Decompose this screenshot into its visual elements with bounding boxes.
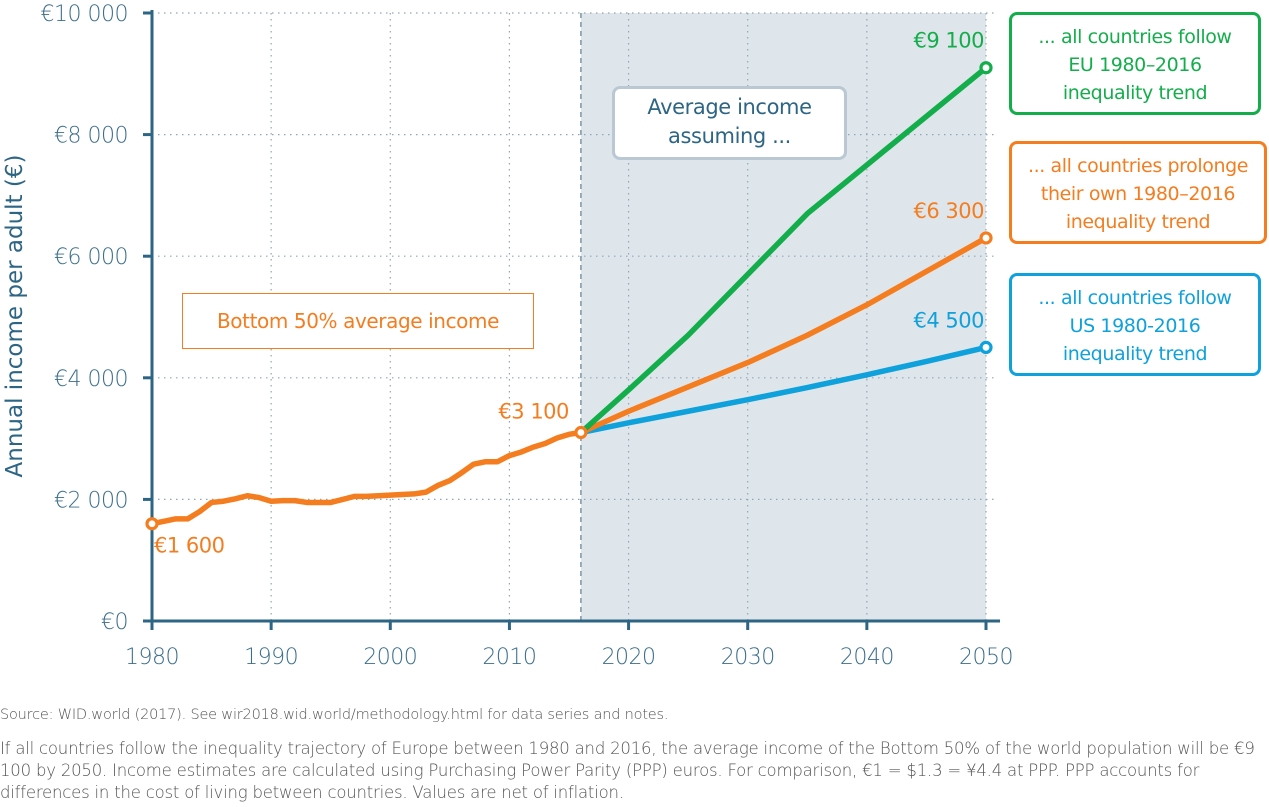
legend-own-trend: ... all countries prolonge their own 198… [1009, 141, 1267, 244]
x-tick-label: 2020 [602, 645, 656, 670]
y-tick-label: €6 000 [54, 245, 128, 270]
series-layer [149, 64, 989, 527]
legend-own-line-3: inequality trend [1065, 211, 1211, 233]
x-tick-label: 1980 [125, 645, 179, 670]
projection-label-box: Average income assuming ... [612, 86, 847, 160]
source-note: Source: WID.world (2017). See wir2018.wi… [0, 707, 669, 723]
legend-us-line-2: US 1980-2016 [1069, 315, 1201, 337]
caption-note: If all countries follow the inequality t… [0, 739, 1255, 802]
x-tick-label: 2050 [959, 645, 1013, 670]
x-tick-label: 1990 [244, 645, 298, 670]
value-annotation: €6 300 [914, 199, 984, 223]
value-annotation: €1 600 [154, 534, 224, 558]
marker-layer [145, 61, 993, 531]
x-tick-label: 2000 [363, 645, 417, 670]
y-tick-label: €10 000 [41, 2, 128, 27]
bottom-50-series-label: Bottom 50% average income [182, 293, 534, 349]
legend-own-line-2: their own 1980–2016 [1040, 183, 1236, 205]
legend-own-line-1: ... all countries prolonge [1027, 155, 1249, 177]
projection-label-line-1: Average income [647, 95, 812, 119]
axes: €0 €2 000 €4 000 €6 000 €8 000 €10 000 1980 199… [41, 2, 1014, 670]
x-tick-label: 2040 [840, 645, 894, 670]
series-line-1 [578, 64, 989, 436]
projection-label-line-2: assuming ... [668, 124, 791, 148]
series-line-2 [578, 235, 989, 436]
value-annotation: €9 100 [914, 29, 984, 53]
data-point-marker [979, 340, 993, 354]
data-point-marker [574, 425, 588, 440]
data-point-marker [979, 61, 993, 75]
y-tick-label: €0 [101, 610, 128, 635]
y-tick-label: €8 000 [54, 124, 128, 149]
legend-us-line-3: inequality trend [1062, 343, 1208, 365]
series-line-0 [149, 429, 584, 527]
legend-us-trend: ... all countries follow US 1980-2016 in… [1009, 273, 1261, 376]
value-annotation: €4 500 [914, 308, 984, 332]
legend-eu-line-3: inequality trend [1062, 82, 1208, 104]
label-layer: €1 600 €3 100 €9 100 €6 300 €4 500 [154, 29, 985, 558]
x-tick-label: 2030 [721, 645, 775, 670]
value-annotation: €3 100 [498, 400, 568, 424]
y-tick-label: €2 000 [54, 488, 128, 513]
y-axis-title: Annual income per adult (€) [2, 155, 28, 478]
legend-eu-trend: ... all countries follow EU 1980–2016 in… [1009, 12, 1261, 115]
legend-eu-line-2: EU 1980–2016 [1068, 54, 1202, 76]
legend-eu-line-1: ... all countries follow [1038, 26, 1232, 48]
series-line-3 [578, 344, 989, 436]
data-point-marker [979, 231, 993, 245]
legend-us-line-1: ... all countries follow [1038, 287, 1232, 309]
data-point-marker [145, 517, 159, 531]
y-tick-label: €4 000 [54, 367, 128, 392]
x-tick-label: 2010 [482, 645, 536, 670]
